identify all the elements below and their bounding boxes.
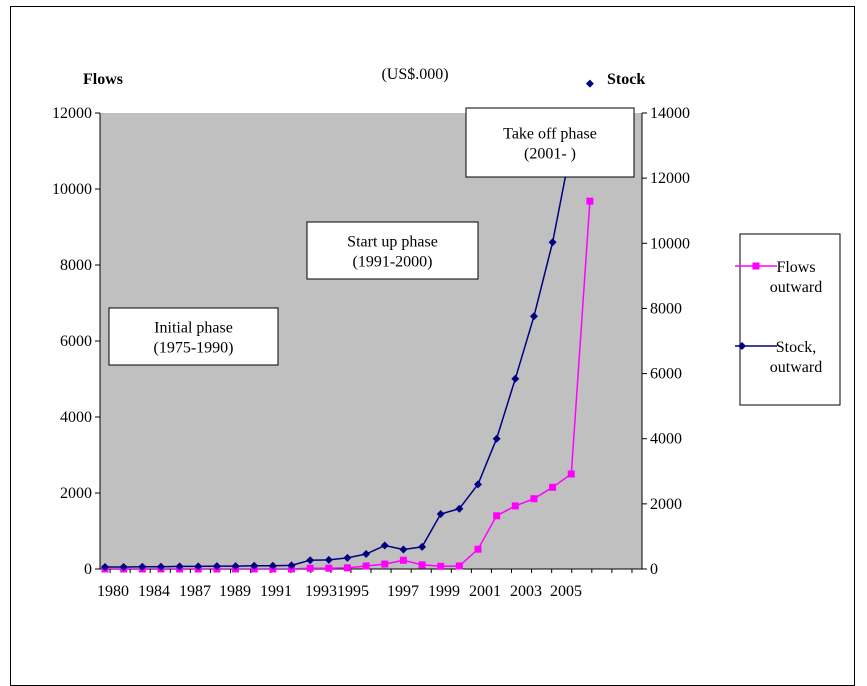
annotation-text: (1975-1990) [154, 340, 234, 357]
annotation-text: (1991-2000) [353, 254, 433, 271]
stock-point [175, 562, 184, 571]
stock-point [343, 553, 352, 562]
left-tick-label: 4000 [60, 409, 92, 426]
stock-point [380, 541, 389, 550]
legend-marker [738, 342, 746, 350]
legend-label: outward [770, 359, 822, 376]
x-tick-label: 1989 [219, 583, 251, 600]
annotation-box [306, 221, 479, 280]
flows-point [549, 483, 557, 491]
left-axis-title: Flows [83, 71, 123, 88]
stock-point [511, 374, 520, 383]
stock-point [585, 79, 594, 88]
annotation-text: Take off phase [503, 126, 597, 143]
left-tick-label: 2000 [60, 485, 92, 502]
stock-point [529, 312, 538, 321]
flows-point [567, 470, 575, 478]
x-tick-label: 1984 [138, 583, 170, 600]
flows-point [381, 560, 389, 568]
flows-point [437, 562, 445, 570]
flows-point [418, 561, 426, 569]
right-tick-label: 4000 [650, 431, 682, 448]
annotation-box [465, 107, 635, 178]
x-tick-label: 19931995 [305, 583, 369, 600]
flows-point [362, 562, 370, 570]
stock-point [474, 480, 482, 489]
stock-point [324, 555, 333, 564]
left-tick-label: 10000 [52, 181, 92, 198]
annotation-text: Start up phase [347, 234, 438, 251]
left-tick-label: 0 [84, 561, 92, 578]
legend: Flows outward Stock, outward [735, 233, 841, 406]
left-tick-label: 12000 [52, 105, 92, 122]
legend-marker [752, 262, 760, 270]
flows-point [474, 545, 482, 553]
x-tick-label: 1980 [97, 583, 129, 600]
stock-point [418, 542, 427, 551]
flows-point [399, 556, 407, 564]
annotations: Initial phase (1975-1990) Start up phase (1… [108, 107, 635, 366]
stock-point [119, 563, 128, 572]
right-tick-label: 2000 [650, 496, 682, 513]
stock-point [455, 504, 464, 513]
stock-point [194, 562, 203, 571]
stock-point [492, 434, 501, 443]
phase-annotation: Initial phase (1975-1990) [108, 307, 279, 366]
flows-point [530, 495, 538, 503]
stock-point [231, 562, 240, 571]
flows-point [325, 564, 333, 572]
right-tick-label: 6000 [650, 366, 682, 383]
right-tick-label: 14000 [650, 105, 690, 122]
flows-point [455, 562, 463, 570]
stock-point [548, 238, 557, 247]
x-tick-label: 2003 [510, 583, 542, 600]
annotation-text: (2001- ) [524, 146, 576, 163]
flows-point [343, 564, 351, 572]
right-tick-label: 0 [650, 561, 658, 578]
right-tick-label: 12000 [650, 170, 690, 187]
left-tick-label: 8000 [60, 257, 92, 274]
stock-point [212, 562, 221, 571]
stock-point [287, 561, 296, 570]
right-tick-label: 10000 [650, 235, 690, 252]
stock-point [138, 562, 147, 571]
chart-frame: (US$.000) Flows Stock 0 2000 4000 6000 8000 1… [10, 6, 855, 686]
legend-label: Stock, [776, 339, 816, 356]
legend-label: outward [770, 279, 822, 296]
flows-point [511, 502, 519, 510]
right-tick-label: 8000 [650, 300, 682, 317]
stock-point [250, 561, 259, 570]
stock-point [268, 561, 277, 570]
x-tick-label: 1987 [179, 583, 211, 600]
left-tick-label: 6000 [60, 333, 92, 350]
flows-point [306, 564, 314, 572]
stock-point [156, 562, 165, 571]
stock-point [436, 509, 445, 518]
legend-label: Flows [776, 259, 815, 276]
x-tick-label: 2001 [469, 583, 501, 600]
annotation-text: Initial phase [154, 320, 233, 337]
stock-point [362, 550, 371, 559]
unit-label: (US$.000) [381, 66, 448, 83]
phase-annotation: Take off phase (2001- ) [465, 107, 635, 178]
chart-svg: (US$.000) Flows Stock 0 2000 4000 6000 8000 1… [52, 66, 841, 600]
stock-point [101, 563, 109, 572]
stock-point [306, 556, 315, 565]
flows-point [586, 197, 594, 205]
x-tick-label: 2005 [550, 583, 582, 600]
x-tick-label: 1999 [428, 583, 460, 600]
stock-point [399, 545, 408, 554]
right-axis-title: Stock [607, 71, 645, 88]
annotation-box [108, 307, 279, 366]
phase-annotation: Start up phase (1991-2000) [306, 221, 479, 280]
x-tick-label: 1991 [260, 583, 292, 600]
x-tick-label: 1997 [387, 583, 419, 600]
flows-point [493, 512, 501, 520]
